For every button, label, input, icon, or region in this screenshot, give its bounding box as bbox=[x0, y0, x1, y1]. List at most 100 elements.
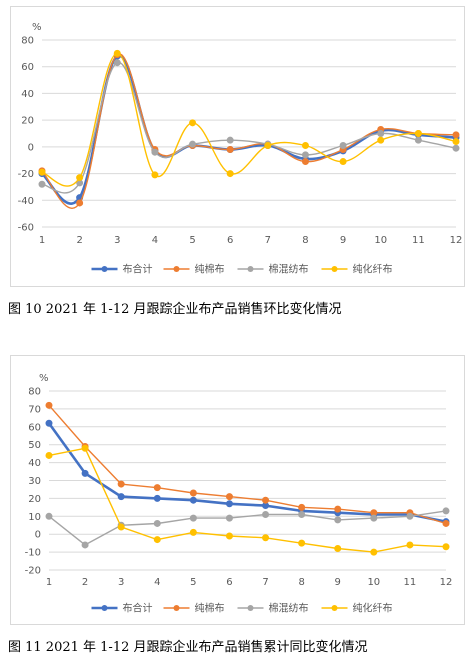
data-point bbox=[225, 493, 233, 501]
data-point bbox=[452, 138, 460, 146]
x-tick-label: 5 bbox=[190, 577, 196, 588]
x-tick-label: 1 bbox=[46, 577, 52, 588]
data-point bbox=[414, 130, 422, 137]
data-point bbox=[38, 168, 46, 176]
y-tick-label: 10 bbox=[28, 512, 41, 523]
data-point bbox=[153, 484, 161, 492]
data-point bbox=[117, 493, 125, 501]
legend-item-0: 布合计 bbox=[91, 263, 153, 276]
x-tick-label: 8 bbox=[298, 577, 304, 588]
legend-label: 棉混纺布 bbox=[269, 263, 309, 276]
y-tick-label: -10 bbox=[25, 548, 41, 559]
legend-item-1: 纯棉布 bbox=[163, 263, 225, 276]
legend-swatch-marker bbox=[173, 266, 180, 272]
y-unit-label: % bbox=[32, 22, 42, 33]
data-point bbox=[442, 519, 450, 527]
x-tick-label: 4 bbox=[152, 235, 158, 246]
x-tick-label: 4 bbox=[154, 577, 160, 588]
legend-label: 棉混纺布 bbox=[269, 602, 309, 615]
data-point bbox=[406, 512, 414, 520]
x-tick-label: 6 bbox=[227, 235, 233, 246]
y-tick-label: 80 bbox=[21, 36, 34, 47]
x-tick-label: 11 bbox=[412, 235, 425, 246]
data-point bbox=[189, 119, 197, 127]
y-tick-label: -20 bbox=[18, 169, 34, 180]
x-tick-label: 11 bbox=[404, 577, 417, 588]
chart-2-caption: 图 11 2021 年 1-12 月跟踪企业布产品销售累计同比变化情况 bbox=[8, 640, 368, 655]
data-point bbox=[81, 541, 89, 549]
y-tick-label: 70 bbox=[28, 404, 41, 415]
x-tick-label: 7 bbox=[265, 235, 271, 246]
data-point bbox=[262, 534, 270, 542]
y-tick-label: 0 bbox=[28, 142, 34, 153]
data-point bbox=[370, 548, 378, 556]
y-tick-label: 0 bbox=[35, 530, 41, 541]
data-point bbox=[334, 505, 342, 513]
x-tick-label: 9 bbox=[340, 235, 346, 246]
data-point bbox=[153, 519, 161, 527]
x-tick-label: 12 bbox=[440, 577, 453, 588]
data-point bbox=[117, 523, 125, 531]
data-point bbox=[153, 494, 161, 502]
series-line-0 bbox=[47, 422, 447, 523]
data-point bbox=[298, 503, 306, 511]
y-tick-label: 40 bbox=[21, 89, 34, 100]
data-point bbox=[38, 180, 46, 188]
x-tick-label: 9 bbox=[335, 577, 341, 588]
y-tick-label: 40 bbox=[28, 458, 41, 469]
y-tick-label: 20 bbox=[21, 116, 34, 127]
data-point bbox=[370, 514, 378, 522]
data-point bbox=[301, 158, 309, 166]
data-point bbox=[45, 401, 53, 409]
y-tick-label: 20 bbox=[28, 494, 41, 505]
legend-item-3: 纯化纤布 bbox=[321, 602, 393, 615]
x-tick-label: 2 bbox=[76, 235, 82, 246]
data-point bbox=[189, 528, 197, 536]
data-point bbox=[301, 142, 309, 150]
data-point bbox=[452, 144, 460, 152]
legend-item-1: 纯棉布 bbox=[163, 602, 225, 615]
data-point bbox=[334, 516, 342, 524]
data-point bbox=[81, 444, 89, 452]
data-point bbox=[298, 511, 306, 519]
x-tick-label: 2 bbox=[82, 577, 88, 588]
data-point bbox=[225, 532, 233, 540]
x-tick-label: 8 bbox=[302, 235, 308, 246]
data-point bbox=[113, 49, 121, 57]
data-point bbox=[377, 130, 385, 137]
chart-1-caption: 图 10 2021 年 1-12 月跟踪企业布产品销售环比变化情况 bbox=[8, 302, 342, 317]
legend-swatch-marker bbox=[101, 266, 108, 272]
legend-swatch-marker bbox=[247, 605, 254, 611]
data-point bbox=[117, 480, 125, 488]
data-point bbox=[334, 545, 342, 553]
legend-swatch-marker bbox=[173, 605, 180, 611]
data-point bbox=[45, 419, 53, 427]
y-tick-label: 80 bbox=[28, 387, 41, 398]
x-tick-label: 12 bbox=[450, 235, 463, 246]
x-tick-label: 10 bbox=[374, 235, 387, 246]
data-point bbox=[189, 140, 197, 148]
series-line-2 bbox=[48, 510, 447, 546]
data-point bbox=[151, 148, 159, 156]
data-point bbox=[414, 136, 422, 144]
data-point bbox=[189, 489, 197, 497]
data-point bbox=[301, 151, 309, 159]
data-point bbox=[226, 170, 234, 178]
data-point bbox=[339, 142, 347, 150]
data-point bbox=[76, 199, 84, 207]
legend-label: 布合计 bbox=[123, 263, 153, 276]
series-line-1 bbox=[48, 404, 447, 525]
series-line-3 bbox=[48, 447, 447, 553]
legend-swatch-marker bbox=[331, 266, 338, 272]
data-point bbox=[225, 514, 233, 522]
data-point bbox=[406, 541, 414, 549]
y-tick-label: -40 bbox=[18, 196, 34, 207]
data-point bbox=[189, 514, 197, 522]
legend-swatch-marker bbox=[101, 605, 108, 611]
x-tick-label: 1 bbox=[39, 235, 45, 246]
legend-label: 纯棉布 bbox=[195, 602, 225, 615]
y-tick-label: 30 bbox=[28, 476, 41, 487]
data-point bbox=[153, 536, 161, 544]
legend-label: 纯化纤布 bbox=[353, 602, 393, 615]
